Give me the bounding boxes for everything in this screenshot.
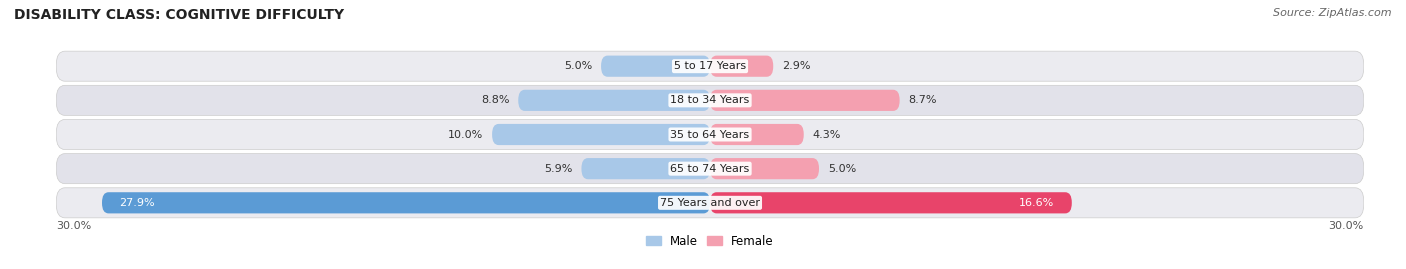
FancyBboxPatch shape (56, 188, 1364, 218)
FancyBboxPatch shape (602, 56, 710, 77)
Text: 16.6%: 16.6% (1019, 198, 1054, 208)
Text: 8.7%: 8.7% (908, 95, 936, 105)
Text: 30.0%: 30.0% (1329, 221, 1364, 231)
FancyBboxPatch shape (710, 90, 900, 111)
FancyBboxPatch shape (56, 51, 1364, 81)
Text: 8.8%: 8.8% (481, 95, 509, 105)
FancyBboxPatch shape (56, 119, 1364, 150)
Text: 5.0%: 5.0% (564, 61, 592, 71)
Text: 18 to 34 Years: 18 to 34 Years (671, 95, 749, 105)
FancyBboxPatch shape (103, 192, 710, 213)
FancyBboxPatch shape (710, 56, 773, 77)
Text: 10.0%: 10.0% (449, 129, 484, 140)
Text: 5.0%: 5.0% (828, 164, 856, 174)
FancyBboxPatch shape (56, 154, 1364, 184)
Text: 65 to 74 Years: 65 to 74 Years (671, 164, 749, 174)
FancyBboxPatch shape (710, 124, 804, 145)
FancyBboxPatch shape (710, 158, 818, 179)
Text: 5.9%: 5.9% (544, 164, 572, 174)
FancyBboxPatch shape (56, 85, 1364, 115)
FancyBboxPatch shape (582, 158, 710, 179)
Text: 27.9%: 27.9% (120, 198, 155, 208)
Text: 30.0%: 30.0% (56, 221, 91, 231)
Text: 75 Years and over: 75 Years and over (659, 198, 761, 208)
Text: DISABILITY CLASS: COGNITIVE DIFFICULTY: DISABILITY CLASS: COGNITIVE DIFFICULTY (14, 8, 344, 22)
Text: Source: ZipAtlas.com: Source: ZipAtlas.com (1274, 8, 1392, 18)
Text: 5 to 17 Years: 5 to 17 Years (673, 61, 747, 71)
FancyBboxPatch shape (519, 90, 710, 111)
Text: 35 to 64 Years: 35 to 64 Years (671, 129, 749, 140)
Legend: Male, Female: Male, Female (641, 230, 779, 253)
Text: 2.9%: 2.9% (782, 61, 810, 71)
Text: 4.3%: 4.3% (813, 129, 841, 140)
FancyBboxPatch shape (492, 124, 710, 145)
FancyBboxPatch shape (710, 192, 1071, 213)
